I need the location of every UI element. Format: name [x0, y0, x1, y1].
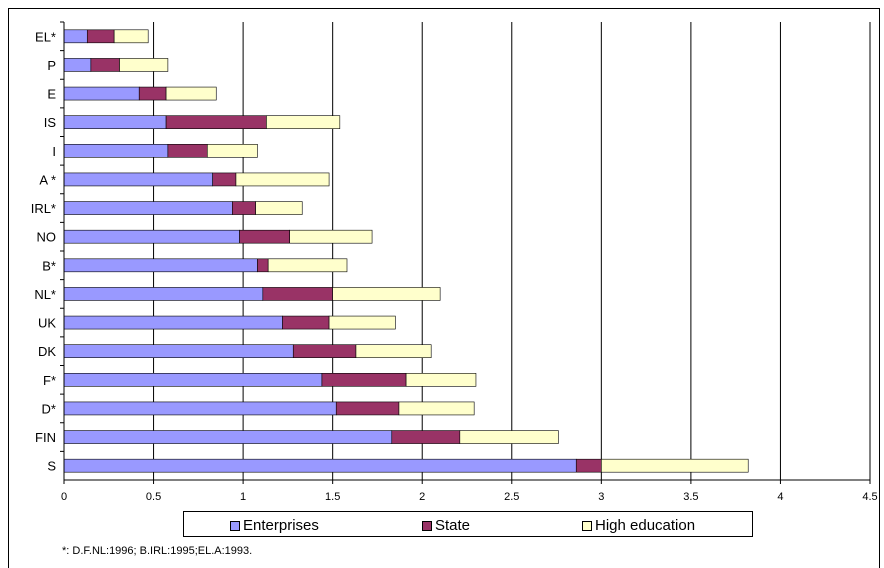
- bar-segment-state: [165, 115, 267, 129]
- legend-item-state: State: [422, 517, 470, 534]
- bar-segment-high-education: [266, 115, 341, 129]
- bar-segment-state: [391, 430, 461, 444]
- category-label: P: [47, 58, 56, 73]
- bar-segment-high-education: [206, 144, 258, 158]
- category-label: A *: [39, 172, 56, 187]
- bar-segment-enterprises: [63, 172, 213, 187]
- category-label: E: [47, 87, 56, 102]
- axes: [60, 21, 871, 484]
- bar-segment-enterprises: [63, 315, 283, 330]
- category-label: IS: [44, 115, 57, 130]
- legend-swatch-state: [422, 520, 432, 531]
- legend-swatch-high-education: [582, 520, 592, 531]
- x-tick-label: 3.5: [683, 491, 698, 503]
- category-label: NO: [37, 230, 57, 245]
- bar-segment-enterprises: [63, 458, 577, 473]
- bar-segment-enterprises: [63, 401, 337, 416]
- gridlines: [153, 22, 871, 480]
- category-label: FIN: [35, 430, 56, 445]
- bar-segment-high-education: [267, 258, 348, 273]
- category-label: EL*: [35, 29, 56, 44]
- category-label: NL*: [34, 287, 56, 302]
- x-tick-label: 0: [61, 491, 67, 503]
- bar-segment-state: [292, 344, 357, 358]
- bar-segment-state: [167, 144, 208, 158]
- legend-item-enterprises: Enterprises: [230, 517, 319, 534]
- bar-segment-state: [262, 287, 333, 301]
- x-tick-label: 2: [419, 491, 425, 503]
- bar-segment-state: [335, 401, 400, 416]
- bar-segment-state: [257, 258, 269, 273]
- bar-segment-high-education: [235, 172, 330, 187]
- category-label: I: [52, 144, 56, 159]
- bar-segment-enterprises: [63, 258, 258, 273]
- bar-segment-state: [212, 172, 237, 187]
- bar-segment-enterprises: [63, 86, 140, 101]
- bar-segment-high-education: [398, 401, 475, 416]
- category-label: D*: [42, 401, 56, 416]
- bar-segment-high-education: [405, 373, 477, 387]
- x-tick-label: 4.5: [862, 491, 877, 503]
- category-label: S: [47, 459, 56, 474]
- category-label: B*: [42, 258, 56, 273]
- legend-label-state: State: [435, 517, 471, 534]
- x-tick-label: 2.5: [504, 491, 519, 503]
- footnote: *: D.F.NL:1996; B.IRL:1995;EL.A:1993.: [62, 545, 253, 557]
- bar-segment-state: [239, 229, 290, 244]
- category-label: F*: [43, 373, 56, 388]
- bar-segment-enterprises: [63, 144, 169, 158]
- bar-segment-high-education: [332, 287, 441, 301]
- legend: Enterprises State High education: [183, 511, 753, 537]
- bar-segment-high-education: [113, 29, 149, 44]
- bar-segment-enterprises: [63, 287, 264, 301]
- category-label: IRL*: [31, 201, 56, 216]
- legend-swatch-enterprises: [230, 520, 240, 531]
- bars: [63, 29, 749, 473]
- category-label: UK: [38, 316, 56, 331]
- bar-segment-high-education: [601, 458, 749, 473]
- x-tick-label: 4: [777, 491, 783, 503]
- bar-segment-high-education: [355, 344, 432, 358]
- legend-label-high-education: High education: [595, 517, 696, 534]
- category-labels: EL* PE IS I A * IRL* NO B* NL* UK DK F* D* FIN S: [31, 29, 57, 473]
- bar-segment-enterprises: [63, 373, 323, 387]
- bar-segment-enterprises: [63, 201, 233, 215]
- bar-segment-state: [232, 201, 256, 215]
- legend-item-high-education: High education: [582, 517, 695, 534]
- bar-segment-high-education: [165, 86, 217, 101]
- bar-segment-high-education: [255, 201, 303, 215]
- bar-segment-enterprises: [63, 430, 393, 444]
- bar-segment-high-education: [459, 430, 559, 444]
- category-label: DK: [38, 344, 56, 359]
- bar-segment-high-education: [119, 58, 169, 72]
- bar-segment-state: [90, 58, 120, 72]
- bar-segment-enterprises: [63, 29, 88, 44]
- x-tick-label: 3: [598, 491, 604, 503]
- bar-segment-enterprises: [63, 344, 294, 358]
- bar-segment-state: [321, 373, 407, 387]
- legend-label-enterprises: Enterprises: [243, 517, 319, 534]
- bar-segment-enterprises: [63, 115, 167, 129]
- x-tick-label: 1: [240, 491, 246, 503]
- bar-segment-state: [86, 29, 115, 44]
- bar-segment-high-education: [289, 229, 373, 244]
- bar-segment-state: [138, 86, 167, 101]
- x-tick-labels: 0 0.5 1 1.5 2 2.5 3 3.5 4 4.5: [61, 491, 878, 503]
- bar-segment-enterprises: [63, 58, 92, 72]
- bar-segment-state: [282, 315, 330, 330]
- bar-segment-state: [575, 458, 602, 473]
- bar-segment-high-education: [328, 315, 396, 330]
- bar-segment-enterprises: [63, 229, 240, 244]
- x-tick-label: 0.5: [146, 491, 161, 503]
- x-tick-label: 1.5: [325, 491, 340, 503]
